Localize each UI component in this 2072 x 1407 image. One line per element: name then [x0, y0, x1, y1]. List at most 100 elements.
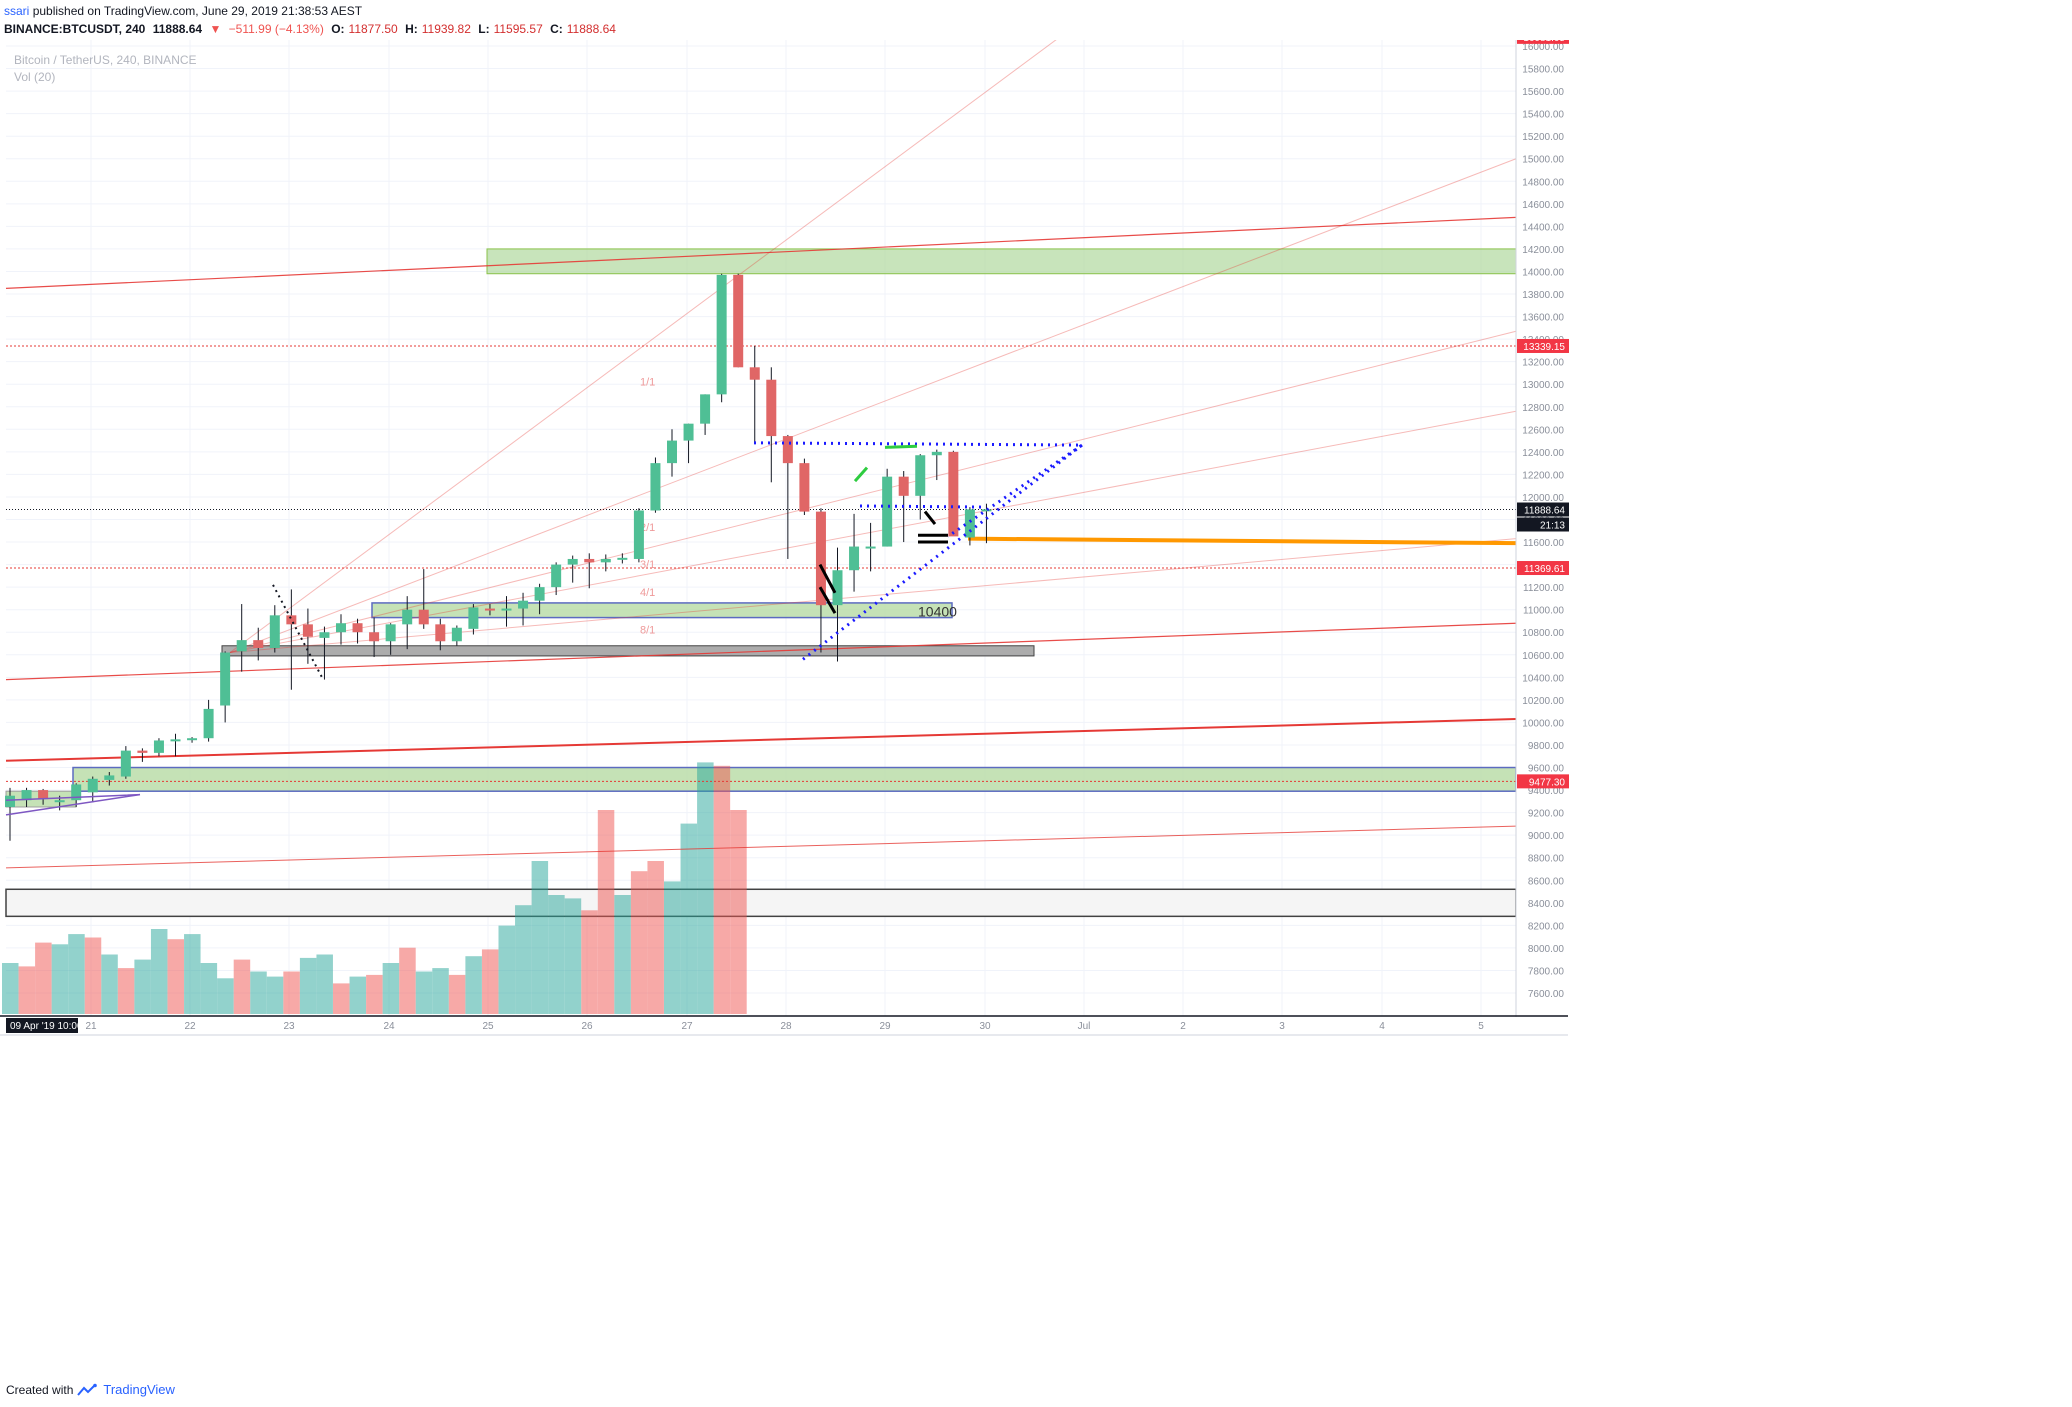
candle-up: [203, 708, 214, 739]
volume-title: Vol (20): [14, 70, 55, 84]
volume-bar: [664, 881, 681, 1014]
price-tick-label: 8000.00: [1528, 944, 1565, 955]
candle-up: [700, 394, 711, 424]
fan-label: 1/1: [640, 376, 655, 388]
volume-bar: [498, 925, 515, 1014]
volume-bar: [713, 765, 731, 1014]
price-tick-label: 9000.00: [1528, 831, 1565, 842]
candle-up: [981, 509, 992, 512]
footer: Created with TradingView: [6, 1382, 175, 1397]
volume-bar: [150, 929, 168, 1014]
symbol-label[interactable]: BINANCE:BTCUSDT, 240: [4, 22, 146, 36]
last-price: 11888.64: [152, 22, 203, 36]
time-tick-label: 27: [681, 1021, 693, 1032]
volume-bar: [333, 983, 350, 1014]
price-tick-label: 15600.00: [1522, 87, 1564, 98]
candle-up: [667, 440, 677, 464]
price-tick-label: 12400.00: [1522, 448, 1564, 459]
fan-line: [229, 36, 1061, 653]
price-label-box: [1517, 502, 1569, 517]
chart-area[interactable]: 1/1 2/1 3/1 4/1 8/1 10400 7600.00 7800.00 8000…: [0, 29, 2072, 1350]
price-tick-label: 9800.00: [1528, 741, 1565, 752]
candle-up: [170, 739, 181, 742]
price-tick-label: 14400.00: [1522, 222, 1564, 233]
volume-bar: [217, 978, 234, 1014]
candle-up: [617, 557, 628, 560]
time-tick-label: 22: [184, 1021, 196, 1032]
candle-up: [5, 795, 15, 807]
fan-label: 4/1: [640, 587, 655, 599]
price-tick-label: 10800.00: [1522, 628, 1564, 639]
grid: [6, 40, 1516, 1016]
volume-bar: [531, 861, 549, 1014]
time-tick-label: 4: [1379, 1021, 1385, 1032]
candle-up: [21, 790, 32, 801]
volume-bar: [730, 810, 747, 1014]
price-chart[interactable]: 1/12/13/14/18/1 10400 7600.007800.008000…: [0, 29, 2072, 1350]
candle-up: [964, 509, 975, 538]
price-tick-label: 11000.00: [1523, 606, 1564, 617]
candle-up: [402, 609, 413, 625]
candle-down: [369, 632, 380, 642]
price-tick-label: 14200.00: [1522, 245, 1564, 256]
volume-bar: [51, 944, 69, 1014]
candle-down: [898, 476, 909, 496]
high-value: 11939.82: [421, 22, 471, 36]
candle-down: [733, 274, 744, 368]
volume-bar: [266, 976, 284, 1014]
candle-up: [120, 750, 131, 777]
candle-up: [931, 451, 942, 456]
time-tick-label: 23: [283, 1021, 295, 1032]
tradingview-brand[interactable]: TradingView: [103, 1382, 175, 1397]
candle-down: [352, 623, 363, 633]
volume-bar: [465, 956, 482, 1014]
volume-bar: [630, 871, 648, 1014]
price-tick-label: 10200.00: [1522, 696, 1564, 707]
chart-header: ssari published on TradingView.com, June…: [0, 0, 2072, 40]
candle-up: [865, 546, 876, 549]
candle-up: [87, 778, 98, 793]
price-tick-label: 10600.00: [1522, 651, 1564, 662]
candle-down: [766, 379, 777, 437]
volume-bar: [597, 810, 615, 1014]
close-label: C:: [550, 22, 563, 36]
volume-bar: [167, 939, 184, 1014]
candle-down: [782, 436, 793, 464]
price-label: 16081.05: [1523, 40, 1565, 44]
candle-up: [153, 740, 164, 753]
candle-up: [650, 463, 661, 511]
volume-bar: [2, 963, 19, 1014]
volume-bar: [134, 959, 151, 1014]
price-tick-label: 14800.00: [1522, 177, 1564, 188]
candle-down: [815, 511, 826, 606]
candle-up: [716, 274, 727, 395]
fan-line: [229, 330, 1517, 654]
purple-wedge: [5, 793, 141, 816]
candle-down: [799, 463, 810, 512]
candle-up: [633, 510, 644, 559]
tradingview-logo-icon: [77, 1383, 98, 1396]
price-tick-label: 12000.00: [1522, 493, 1564, 504]
price-tick-label: 12800.00: [1522, 403, 1564, 414]
volume-bar: [415, 971, 433, 1014]
candle-down: [302, 624, 313, 637]
publisher-name[interactable]: ssari: [4, 4, 30, 18]
price-tick-label: 15400.00: [1522, 110, 1564, 121]
volume-bar: [432, 968, 449, 1014]
volume-bar: [299, 957, 317, 1014]
volume-bar: [18, 966, 36, 1014]
candles: [5, 273, 992, 841]
green-mark: [884, 444, 918, 449]
candle-up: [915, 455, 926, 496]
candle-down: [253, 640, 264, 649]
price-tick-label: 12200.00: [1522, 470, 1564, 481]
price-label: 9477.30: [1529, 777, 1566, 788]
candle-down: [38, 790, 49, 800]
price-tick-label: 11200.00: [1523, 583, 1564, 594]
price-tick-label: 8200.00: [1528, 921, 1565, 932]
price-change: −511.99 (−4.13%): [228, 22, 324, 36]
time-start-label: 09 Apr '19 10:00: [10, 1021, 83, 1032]
mid-channel-line: [5, 622, 1517, 681]
fan-label: 3/1: [640, 559, 655, 571]
candle-up: [71, 784, 82, 801]
